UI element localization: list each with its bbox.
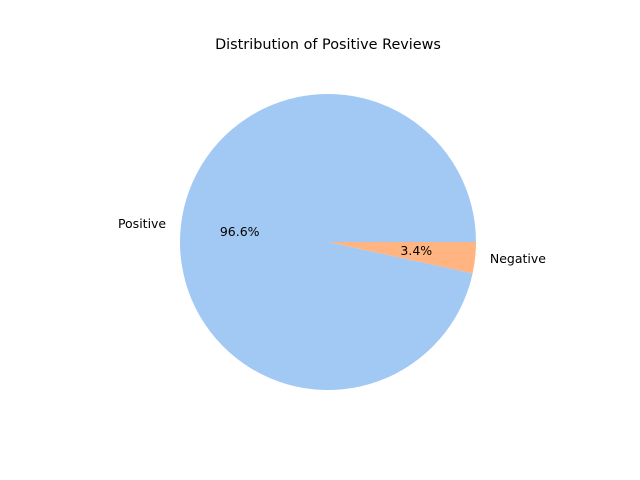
- slice-label-positive: Positive: [118, 216, 166, 231]
- slice-percent-negative: 3.4%: [400, 243, 432, 258]
- pie-slice-negative: [328, 242, 476, 274]
- pie-slices: [179, 93, 477, 390]
- slice-percent-positive: 96.6%: [220, 224, 260, 239]
- slice-label-negative: Negative: [490, 251, 546, 266]
- pie-labels: Positive 96.6% Negative 3.4%: [118, 216, 546, 266]
- pie-slice-positive: [179, 93, 477, 390]
- chart-title: Distribution of Positive Reviews: [215, 37, 441, 53]
